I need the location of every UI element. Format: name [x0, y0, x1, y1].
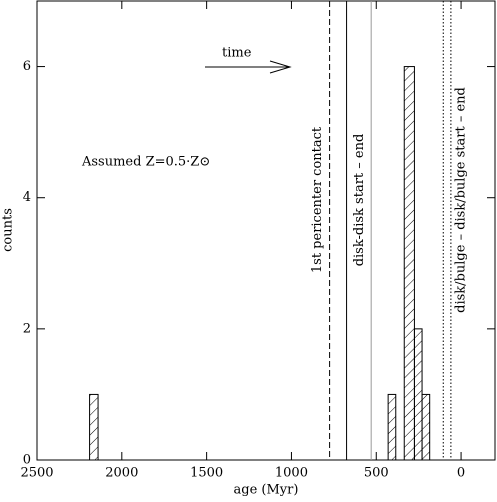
plot-frame [36, 0, 496, 461]
bar [421, 393, 431, 461]
x-axis-label: age (Myr) [234, 483, 299, 498]
y-axis-label: counts [1, 208, 16, 252]
y-tick-label: 6 [23, 59, 31, 74]
bar [387, 393, 397, 461]
x-tick-label: 1000 [275, 466, 308, 481]
y-tick-label: 4 [23, 190, 31, 205]
x-tick-label: 1500 [190, 466, 223, 481]
bar [413, 328, 423, 461]
y-tick-label: 0 [23, 453, 31, 468]
event-label: disk/bulge – disk/bulge start – end [453, 87, 468, 313]
event-label: 1st pericenter contact [310, 126, 325, 273]
x-tick-label: 500 [364, 466, 389, 481]
event-label: disk-disk start – end [352, 134, 367, 267]
x-tick-label: 2000 [105, 466, 138, 481]
annotation: Assumed Z=0.5·Z⊙ [81, 155, 210, 170]
annotation: time [222, 46, 252, 61]
bar [89, 393, 99, 461]
arrow-head [269, 60, 292, 74]
x-tick-label: 2500 [20, 466, 53, 481]
x-tick-label: 0 [457, 466, 465, 481]
bar [403, 66, 415, 461]
y-tick-label: 2 [23, 321, 31, 336]
